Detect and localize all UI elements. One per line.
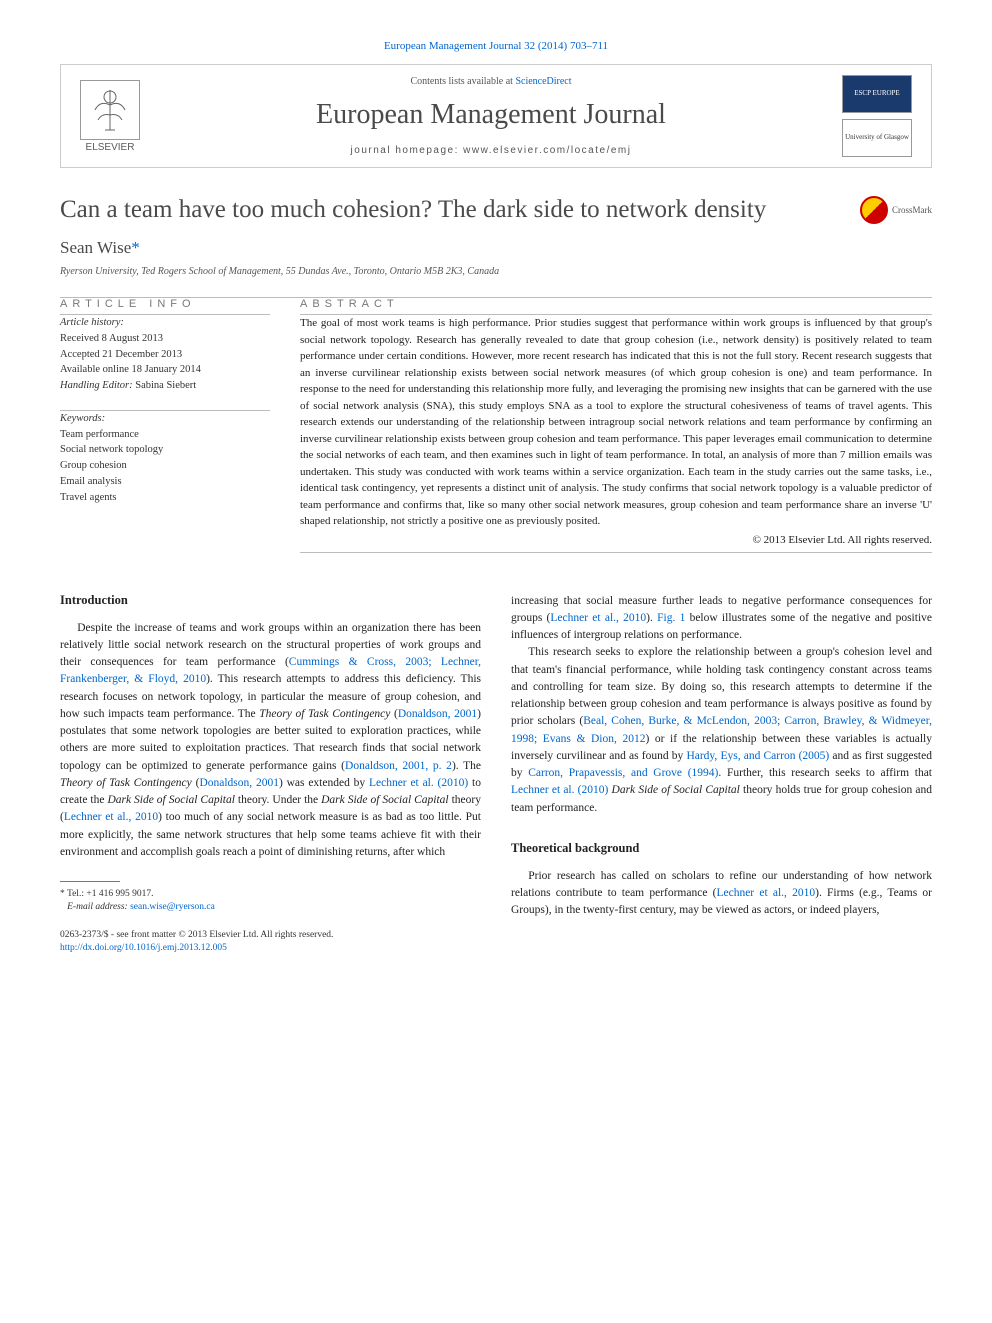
citation-line: European Management Journal 32 (2014) 70… — [60, 40, 932, 52]
info-abstract-row: ARTICLE INFO Article history: Received 8… — [60, 298, 932, 553]
ref-lechner-3[interactable]: Lechner et al., 2010 — [550, 612, 646, 624]
ital-dark-side-1: Dark Side of Social Capital — [107, 794, 235, 806]
journal-name: European Management Journal — [159, 99, 823, 131]
ref-hardy[interactable]: Hardy, Eys, and Carron (2005) — [686, 750, 829, 762]
author-line: Sean Wise* — [60, 238, 932, 258]
ref-carron-1994[interactable]: Carron, Prapavessis, and Grove (1994) — [528, 767, 718, 779]
escp-logo: ESCP EUROPE — [842, 75, 912, 113]
keywords-label: Keywords: — [60, 411, 270, 427]
author-name: Sean Wise — [60, 238, 131, 257]
title-row: Can a team have too much cohesion? The d… — [60, 196, 932, 224]
crossmark-icon — [860, 196, 888, 224]
article-title: Can a team have too much cohesion? The d… — [60, 196, 860, 224]
article-history: Article history: Received 8 August 2013 … — [60, 315, 270, 394]
crossmark-badge[interactable]: CrossMark — [860, 196, 932, 224]
sciencedirect-link[interactable]: ScienceDirect — [515, 76, 571, 87]
editor-label: Handling Editor: — [60, 380, 133, 391]
ital-dark-side-2: Dark Side of Social Capital — [321, 794, 449, 806]
ref-lechner-5[interactable]: Lechner et al., 2010 — [716, 887, 815, 899]
history-label: Article history: — [60, 315, 270, 331]
received-date: Received 8 August 2013 — [60, 331, 270, 347]
body-column-left: Introduction Despite the increase of tea… — [60, 593, 481, 956]
ref-donaldson-1[interactable]: Donaldson, 2001 — [398, 708, 477, 720]
footnote-separator — [60, 881, 120, 882]
abstract-column: ABSTRACT The goal of most work teams is … — [300, 298, 932, 553]
online-date: Available online 18 January 2014 — [60, 362, 270, 378]
ref-lechner-2[interactable]: Lechner et al., 2010 — [64, 811, 158, 823]
abstract-text: The goal of most work teams is high perf… — [300, 315, 932, 530]
right-logos: ESCP EUROPE University of Glasgow — [837, 75, 917, 157]
article-info-column: ARTICLE INFO Article history: Received 8… — [60, 298, 270, 553]
introduction-heading: Introduction — [60, 593, 481, 608]
crossmark-label: CrossMark — [892, 205, 932, 215]
email-label: E-mail address: — [67, 902, 128, 912]
abstract-divider-bottom — [300, 552, 932, 553]
body-columns: Introduction Despite the increase of tea… — [60, 593, 932, 956]
header-center: Contents lists available at ScienceDirec… — [159, 76, 823, 156]
footnote-email: E-mail address: sean.wise@ryerson.ca — [60, 901, 481, 914]
body-column-right: increasing that social measure further l… — [511, 593, 932, 956]
abstract-header: ABSTRACT — [300, 298, 932, 310]
col2-continuation: increasing that social measure further l… — [511, 593, 932, 645]
contents-line: Contents lists available at ScienceDirec… — [159, 76, 823, 87]
ital-task-contingency-1: Theory of Task Contingency — [259, 708, 390, 720]
editor-name: Sabina Siebert — [135, 380, 196, 391]
issn-line: 0263-2373/$ - see front matter © 2013 El… — [60, 929, 481, 942]
ref-donaldson-2[interactable]: Donaldson, 2001 — [199, 777, 279, 789]
elsevier-text: ELSEVIER — [86, 142, 135, 153]
keyword-2: Social network topology — [60, 442, 270, 458]
keywords-block: Keywords: Team performance Social networ… — [60, 411, 270, 506]
keyword-4: Email analysis — [60, 474, 270, 490]
affiliation: Ryerson University, Ted Rogers School of… — [60, 266, 932, 277]
abstract-copyright: © 2013 Elsevier Ltd. All rights reserved… — [300, 534, 932, 546]
elsevier-logo: ELSEVIER — [75, 76, 145, 156]
theory-paragraph: Prior research has called on scholars to… — [511, 868, 932, 920]
ref-fig1[interactable]: Fig. 1 — [657, 612, 685, 624]
ref-lechner-1[interactable]: Lechner et al. (2010) — [369, 777, 468, 789]
keyword-3: Group cohesion — [60, 458, 270, 474]
contents-prefix: Contents lists available at — [410, 76, 515, 87]
glasgow-logo: University of Glasgow — [842, 119, 912, 157]
article-info-header: ARTICLE INFO — [60, 298, 270, 310]
bottom-meta: 0263-2373/$ - see front matter © 2013 El… — [60, 929, 481, 956]
footnote-tel: * Tel.: +1 416 995 9017. — [60, 888, 481, 901]
col2-paragraph-2: This research seeks to explore the relat… — [511, 644, 932, 817]
ref-donaldson-p2[interactable]: Donaldson, 2001, p. 2 — [345, 760, 452, 772]
theoretical-background-heading: Theoretical background — [511, 841, 932, 856]
ital-task-contingency-2: Theory of Task Contingency — [60, 777, 192, 789]
intro-paragraph: Despite the increase of teams and work g… — [60, 620, 481, 862]
journal-header: ELSEVIER Contents lists available at Sci… — [60, 64, 932, 168]
author-corresponding-mark: * — [131, 238, 140, 257]
author-email-link[interactable]: sean.wise@ryerson.ca — [130, 902, 215, 912]
accepted-date: Accepted 21 December 2013 — [60, 347, 270, 363]
elsevier-tree-icon — [80, 80, 140, 140]
homepage-line: journal homepage: www.elsevier.com/locat… — [159, 145, 823, 156]
keyword-1: Team performance — [60, 427, 270, 443]
ital-dark-side-3: Dark Side of Social Capital — [612, 784, 740, 796]
ref-lechner-4[interactable]: Lechner et al. (2010) — [511, 784, 608, 796]
keyword-5: Travel agents — [60, 490, 270, 506]
doi-link[interactable]: http://dx.doi.org/10.1016/j.emj.2013.12.… — [60, 943, 227, 953]
